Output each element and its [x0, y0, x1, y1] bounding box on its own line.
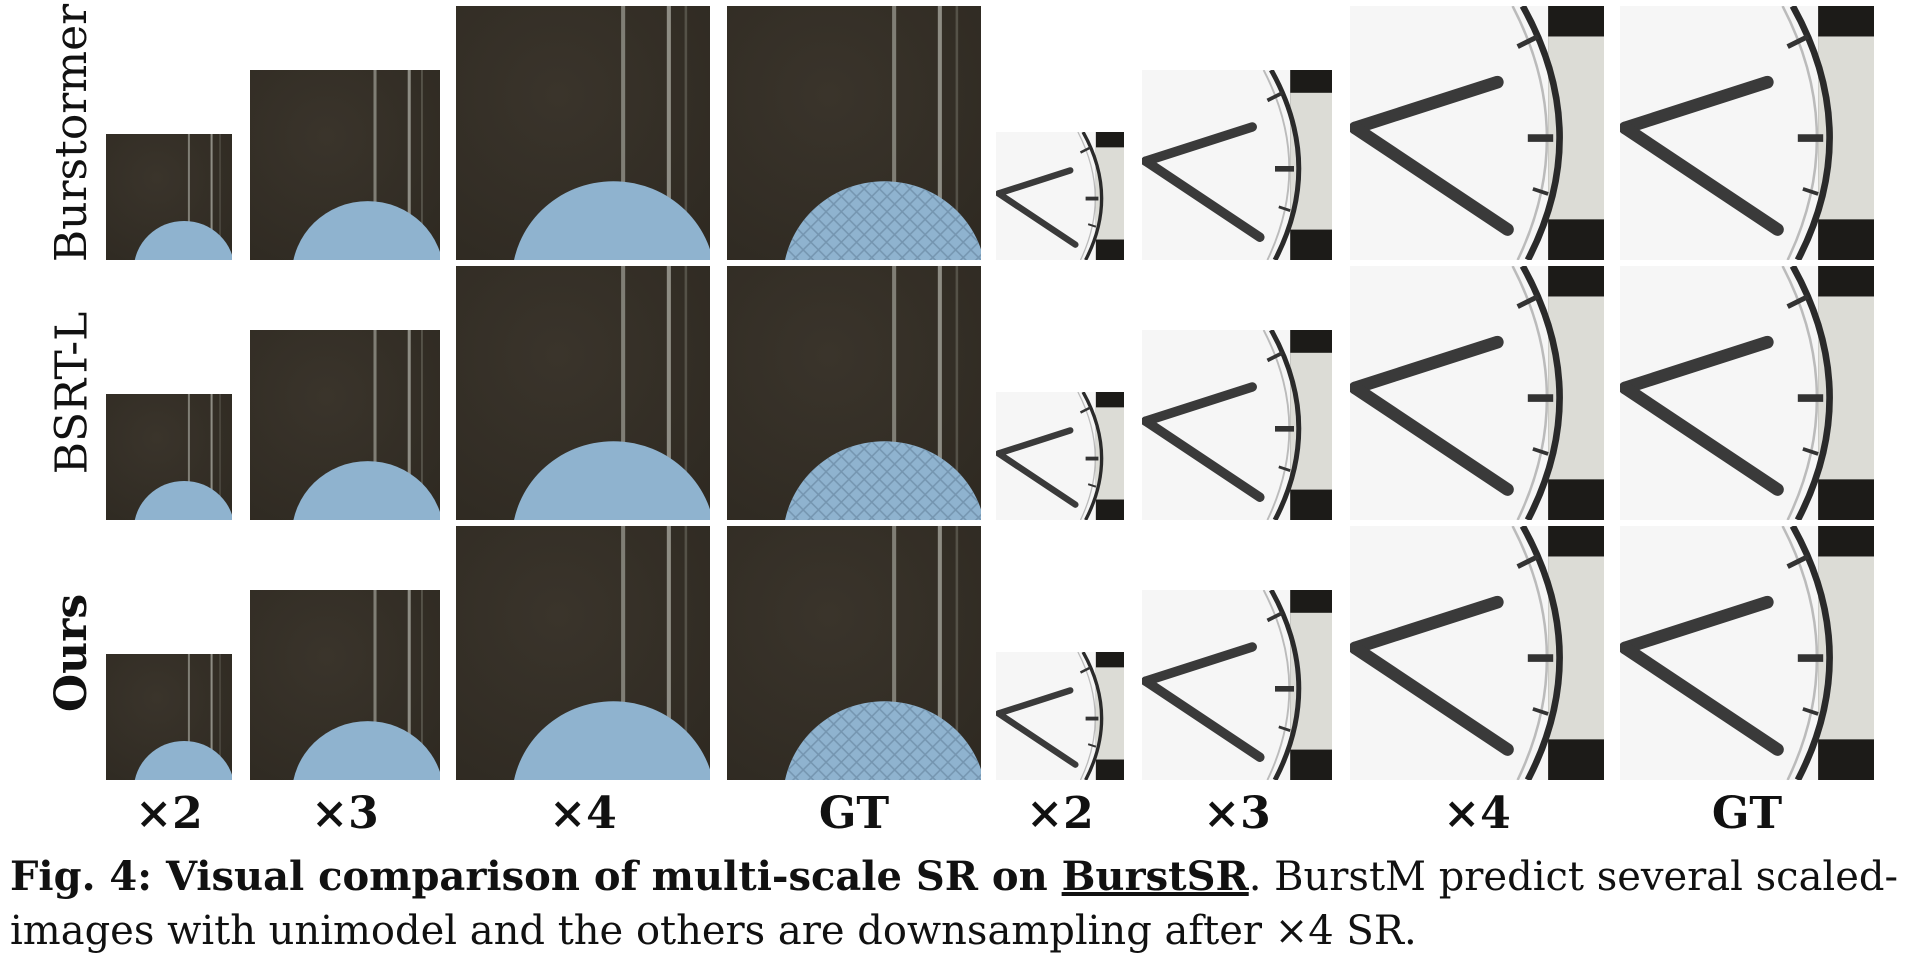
image-tile-ours-x4-scene1 [456, 526, 710, 780]
image-tile-ours-x3-scene1 [250, 590, 440, 780]
col-label-x2-scene1: ×2 [135, 788, 203, 839]
col-label-x3-scene1: ×3 [311, 788, 379, 839]
col-label-gt-scene1: GT [818, 788, 890, 839]
caption-lead: Fig. 4: Visual comparison of multi-scale… [10, 853, 1062, 900]
image-tile-burstormer-x2-scene1 [106, 134, 232, 260]
col-label-x4-scene1: ×4 [549, 788, 617, 839]
image-tile-bsrt-l-x3-scene1 [250, 330, 440, 520]
image-tile-burstormer-gt-scene1 [727, 6, 981, 260]
image-tile-bsrt-l-gt-scene1 [727, 266, 981, 520]
image-tile-ours-x2-scene1 [106, 654, 232, 780]
image-tile-burstormer-x3-scene1 [250, 70, 440, 260]
col-label-x4-scene2: ×4 [1443, 788, 1511, 839]
caption-rest: . BurstM predict several scaled-images w… [10, 854, 1898, 954]
image-tile-bsrt-l-x3-scene2 [1142, 330, 1332, 520]
row-label-burstormer: Burstormer [30, 3, 114, 263]
image-tile-burstormer-gt-scene2 [1620, 6, 1874, 260]
figure-caption: Fig. 4: Visual comparison of multi-scale… [10, 850, 1914, 958]
image-tile-ours-x2-scene2 [996, 652, 1124, 780]
image-tile-burstormer-x4-scene1 [456, 6, 710, 260]
image-tile-ours-x3-scene2 [1142, 590, 1332, 780]
image-tile-bsrt-l-x4-scene1 [456, 266, 710, 520]
image-tile-bsrt-l-x2-scene1 [106, 394, 232, 520]
image-tile-ours-gt-scene1 [727, 526, 981, 780]
row-label-text: Burstormer [46, 3, 98, 263]
image-tile-ours-gt-scene2 [1620, 526, 1874, 780]
image-tile-burstormer-x4-scene2 [1350, 6, 1604, 260]
image-tile-burstormer-x3-scene2 [1142, 70, 1332, 260]
row-label-text: BSRT-L [46, 311, 97, 475]
col-label-x2-scene2: ×2 [1026, 788, 1094, 839]
row-label-bsrt-l: BSRT-L [30, 266, 114, 520]
col-label-x3-scene2: ×3 [1203, 788, 1271, 839]
image-tile-bsrt-l-x4-scene2 [1350, 266, 1604, 520]
image-tile-bsrt-l-x2-scene2 [996, 392, 1124, 520]
caption-dataset: BurstSR [1061, 853, 1249, 900]
col-label-gt-scene2: GT [1711, 788, 1783, 839]
image-tile-ours-x4-scene2 [1350, 526, 1604, 780]
image-tile-bsrt-l-gt-scene2 [1620, 266, 1874, 520]
image-tile-burstormer-x2-scene2 [996, 132, 1124, 260]
row-label-ours: Ours [30, 526, 114, 780]
row-label-text: Ours [46, 593, 97, 713]
